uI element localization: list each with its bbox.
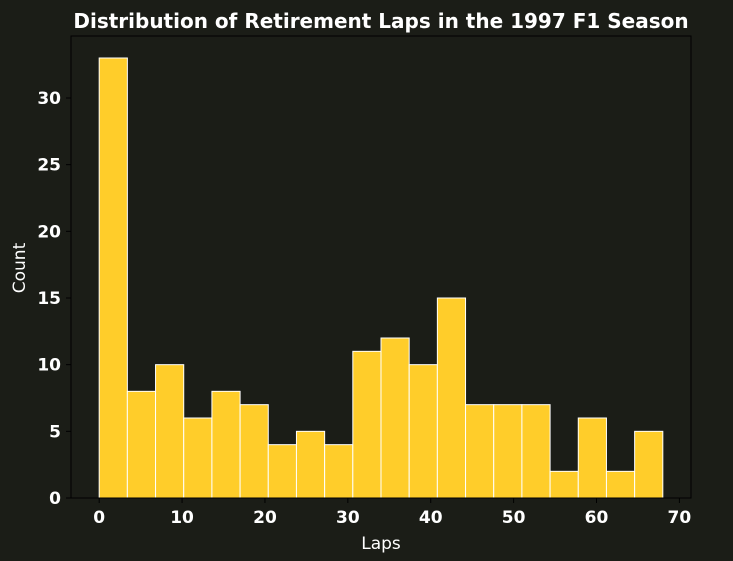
x-axis-label: Laps <box>361 534 401 554</box>
histogram-bar <box>380 337 410 499</box>
histogram-bar <box>155 364 185 499</box>
bars-group <box>98 57 664 499</box>
axes-group <box>70 35 692 499</box>
histogram-bar <box>521 404 551 499</box>
y-tick-label: 25 <box>37 156 61 176</box>
histogram-bar <box>211 390 241 499</box>
histogram-bar <box>436 297 467 499</box>
x-tick-label: 70 <box>668 508 692 528</box>
y-tick-label: 30 <box>37 89 61 109</box>
x-tick-label: 0 <box>93 508 105 528</box>
y-ticks: 0 5 10 15 20 25 30 <box>37 89 71 509</box>
histogram-bar <box>98 57 128 499</box>
chart-title: Distribution of Retirement Laps in the 1… <box>73 9 688 33</box>
y-tick-label: 5 <box>49 422 61 442</box>
y-tick-label: 20 <box>37 222 61 242</box>
x-tick-label: 50 <box>502 508 526 528</box>
histogram-bar <box>183 417 213 499</box>
histogram-bar <box>634 430 664 499</box>
histogram-bar <box>324 444 354 499</box>
histogram-bar <box>126 390 157 499</box>
histogram-bar <box>549 470 579 499</box>
histogram-bar <box>605 470 636 499</box>
y-tick-label: 10 <box>37 356 61 376</box>
y-tick-label: 15 <box>37 289 61 309</box>
x-ticks: 0 10 20 30 40 50 60 70 <box>93 498 691 528</box>
histogram-bar <box>577 417 607 499</box>
x-tick-label: 30 <box>336 508 360 528</box>
histogram-bar <box>239 404 269 499</box>
histogram-bar <box>352 350 382 499</box>
x-tick-label: 40 <box>419 508 443 528</box>
plot-frame <box>70 35 692 499</box>
histogram-bar <box>295 430 326 499</box>
y-tick-label: 0 <box>49 489 61 509</box>
histogram-bar <box>465 404 495 499</box>
y-axis-label: Count <box>10 242 30 293</box>
x-tick-label: 10 <box>170 508 194 528</box>
histogram-bar <box>408 364 438 499</box>
x-tick-label: 60 <box>585 508 609 528</box>
x-tick-label: 20 <box>253 508 277 528</box>
histogram-bar <box>493 404 523 499</box>
histogram-bar <box>267 444 297 499</box>
